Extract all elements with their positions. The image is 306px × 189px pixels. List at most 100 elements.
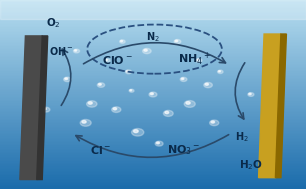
Polygon shape [259, 34, 281, 178]
Bar [0, 57, 306, 58]
Bar [0, 115, 306, 117]
Bar [0, 72, 306, 74]
Bar [0, 175, 306, 176]
Bar [0, 43, 306, 44]
Bar [0, 8, 306, 9]
Bar [0, 124, 306, 126]
Circle shape [42, 107, 50, 112]
Circle shape [211, 121, 215, 123]
Text: ClO$^-$: ClO$^-$ [103, 53, 133, 66]
Bar [0, 105, 306, 107]
Bar [0, 28, 306, 30]
Circle shape [73, 49, 80, 53]
Bar [0, 117, 306, 118]
Bar [0, 178, 306, 180]
Bar [0, 74, 306, 76]
Bar [0, 30, 306, 32]
Circle shape [155, 141, 163, 146]
Circle shape [99, 84, 101, 85]
Circle shape [210, 120, 219, 126]
Text: NO$_3$$^-$: NO$_3$$^-$ [167, 143, 200, 157]
Bar [0, 47, 306, 49]
Circle shape [125, 70, 132, 74]
Bar [0, 173, 306, 175]
Circle shape [175, 40, 178, 42]
Circle shape [218, 71, 221, 72]
Circle shape [80, 119, 91, 126]
Bar [0, 113, 306, 115]
Circle shape [133, 130, 138, 133]
Circle shape [65, 78, 68, 80]
Bar [0, 14, 306, 16]
Bar [0, 69, 306, 71]
Circle shape [163, 110, 173, 116]
Bar [0, 41, 306, 43]
Bar [0, 63, 306, 65]
Bar [0, 36, 306, 38]
Bar [0, 16, 306, 17]
Circle shape [156, 142, 159, 144]
Bar [0, 17, 306, 19]
Text: OH$^-$: OH$^-$ [49, 45, 74, 57]
Bar [0, 49, 306, 50]
Circle shape [130, 90, 132, 91]
Circle shape [121, 40, 123, 42]
Bar [0, 186, 306, 187]
Bar [0, 20, 306, 22]
Bar [0, 96, 306, 98]
Bar [0, 187, 306, 189]
Circle shape [150, 93, 153, 95]
Bar [0, 156, 306, 157]
Polygon shape [20, 36, 42, 180]
Bar [0, 110, 306, 112]
Circle shape [126, 70, 129, 72]
Circle shape [112, 107, 121, 112]
Bar [0, 0, 306, 19]
Text: N$_2$: N$_2$ [146, 30, 160, 44]
Bar [0, 169, 306, 170]
Bar [0, 25, 306, 27]
Circle shape [186, 102, 190, 104]
Bar [0, 3, 306, 5]
Text: O$_2$: O$_2$ [46, 16, 61, 30]
Bar [0, 157, 306, 159]
Bar [0, 154, 306, 156]
Bar [0, 164, 306, 165]
Bar [0, 153, 306, 154]
Bar [0, 180, 306, 181]
Bar [0, 134, 306, 136]
Bar [0, 162, 306, 164]
Bar [0, 5, 306, 6]
Circle shape [87, 101, 97, 107]
Bar [0, 88, 306, 90]
Circle shape [64, 77, 71, 82]
Bar [0, 9, 306, 11]
Bar [0, 85, 306, 87]
Circle shape [165, 111, 169, 114]
Bar [0, 104, 306, 105]
Bar [0, 68, 306, 69]
Bar [0, 123, 306, 124]
Circle shape [181, 78, 184, 80]
Bar [0, 50, 306, 52]
Bar [0, 181, 306, 183]
Bar [0, 99, 306, 101]
Circle shape [218, 70, 223, 74]
Bar [0, 39, 306, 41]
Bar [0, 145, 306, 146]
Bar [0, 112, 306, 113]
Circle shape [143, 48, 151, 54]
Circle shape [205, 83, 208, 85]
Bar [0, 90, 306, 91]
Circle shape [248, 93, 254, 96]
Text: Cl$^-$: Cl$^-$ [90, 144, 112, 156]
Bar [0, 87, 306, 88]
Text: NH$_4$$^+$: NH$_4$$^+$ [178, 51, 211, 68]
Polygon shape [275, 34, 286, 178]
Bar [0, 101, 306, 102]
Circle shape [113, 108, 117, 110]
Bar [0, 170, 306, 172]
Circle shape [197, 59, 199, 61]
Bar [0, 61, 306, 63]
Bar [0, 128, 306, 129]
